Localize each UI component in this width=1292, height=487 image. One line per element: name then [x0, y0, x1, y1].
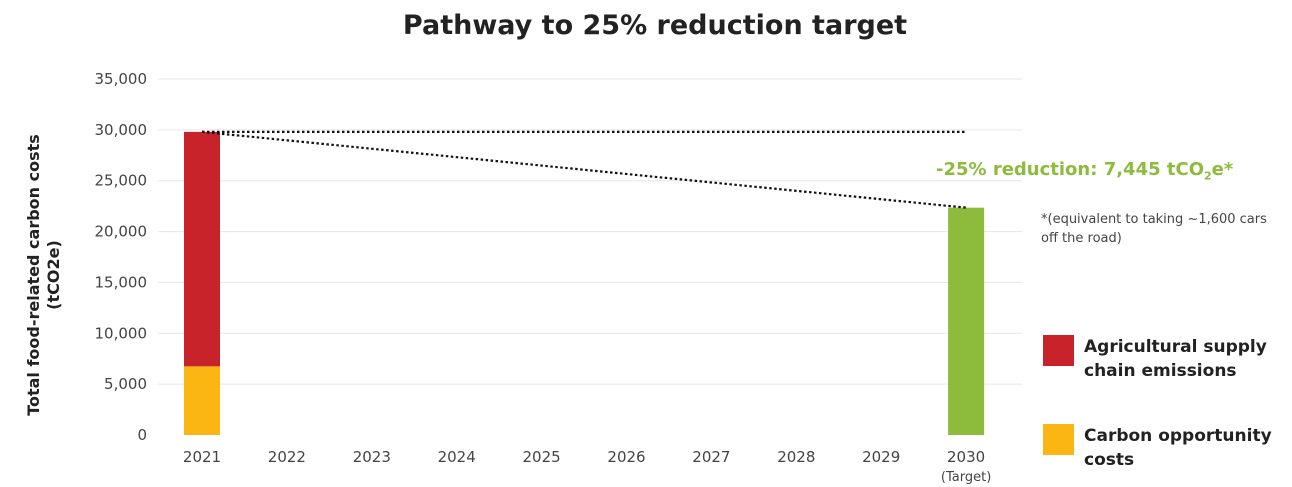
legend-swatch-agricultural: [1043, 335, 1074, 366]
legend-label-agricultural: Agricultural supply chain emissions: [1084, 337, 1267, 381]
x-tick-label: 2021: [183, 448, 221, 466]
y-tick-label: 30,000: [95, 121, 148, 139]
bar: [184, 366, 220, 435]
x-tick-label: 2029: [862, 448, 900, 466]
x-tick-sublabel: (Target): [941, 470, 991, 485]
bar: [948, 207, 985, 435]
legend-item-agricultural: Agricultural supply chain emissions: [1043, 335, 1289, 383]
x-tick-label: 2024: [438, 448, 476, 466]
chart-title: Pathway to 25% reduction target: [402, 10, 908, 41]
x-tick-label: 2028: [777, 448, 815, 466]
reduction-annotation-text: -25% reduction: 7,445 tCO: [936, 159, 1205, 180]
x-tick-label: 2022: [268, 448, 306, 466]
y-tick-label: 15,000: [95, 273, 148, 291]
x-tick-label: 2027: [692, 448, 730, 466]
x-tick-label: 2023: [353, 448, 391, 466]
y-tick-label: 20,000: [95, 223, 148, 241]
x-tick-label: 2025: [523, 448, 561, 466]
x-tick-label: 2030: [947, 448, 985, 466]
y-tick-label: 5,000: [104, 375, 147, 393]
reduction-annotation-suffix: e*: [1211, 159, 1234, 180]
legend-item-carbon-opportunity: Carbon opportunity costs: [1043, 424, 1289, 472]
x-tick-label: 2026: [607, 448, 645, 466]
bar: [184, 131, 220, 367]
legend-swatch-carbon-opportunity: [1043, 424, 1074, 455]
y-tick-label: 0: [137, 426, 147, 444]
y-tick-label: 25,000: [95, 172, 148, 190]
reduction-annotation: -25% reduction: 7,445 tCO2e*: [936, 159, 1233, 183]
y-tick-label: 35,000: [95, 70, 148, 88]
equivalence-note: *(equivalent to taking ~1,600 cars off t…: [1041, 212, 1267, 246]
reference-line: [201, 130, 967, 209]
reduction-annotation-subscript: 2: [1204, 169, 1212, 183]
legend-label-carbon-opportunity: Carbon opportunity costs: [1084, 426, 1272, 470]
y-tick-label: 10,000: [95, 324, 148, 342]
